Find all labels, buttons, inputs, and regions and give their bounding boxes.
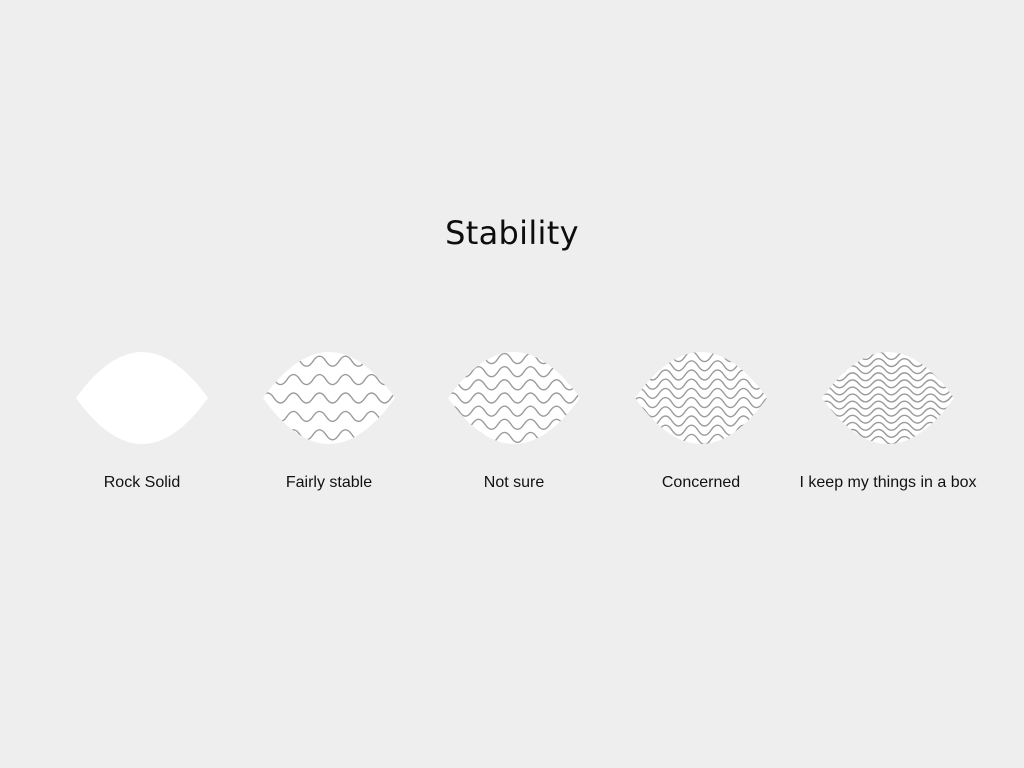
option-keep-in-box[interactable]: I keep my things in a box [788, 350, 988, 500]
wave-line [635, 352, 767, 363]
option-not-sure[interactable]: Not sure [414, 350, 614, 500]
wave-line [448, 392, 580, 404]
wave-line [263, 392, 395, 404]
wave-line [822, 400, 954, 410]
medium-waves-icon [448, 352, 580, 444]
solid-leaf-icon [76, 352, 208, 444]
wave-line [822, 393, 954, 403]
wave-line [822, 352, 954, 361]
option-rock-solid[interactable]: Rock Solid [42, 350, 242, 500]
light-waves-icon [263, 352, 395, 444]
very-dense-waves-icon [822, 352, 954, 444]
option-label: Concerned [661, 474, 741, 491]
option-concerned[interactable]: Concerned [601, 350, 801, 500]
option-label: Fairly stable [285, 474, 373, 491]
wave-line [635, 396, 767, 409]
dense-waves-icon [635, 352, 767, 444]
page-title: Stability [445, 214, 579, 252]
option-fairly-stable[interactable]: Fairly stable [229, 350, 429, 500]
option-label: Rock Solid [103, 474, 181, 491]
stability-options: Rock Solid Fairly stable Not sure Concer… [0, 350, 1024, 510]
option-label: Not sure [483, 474, 545, 491]
option-label: I keep my things in a box [799, 474, 977, 491]
